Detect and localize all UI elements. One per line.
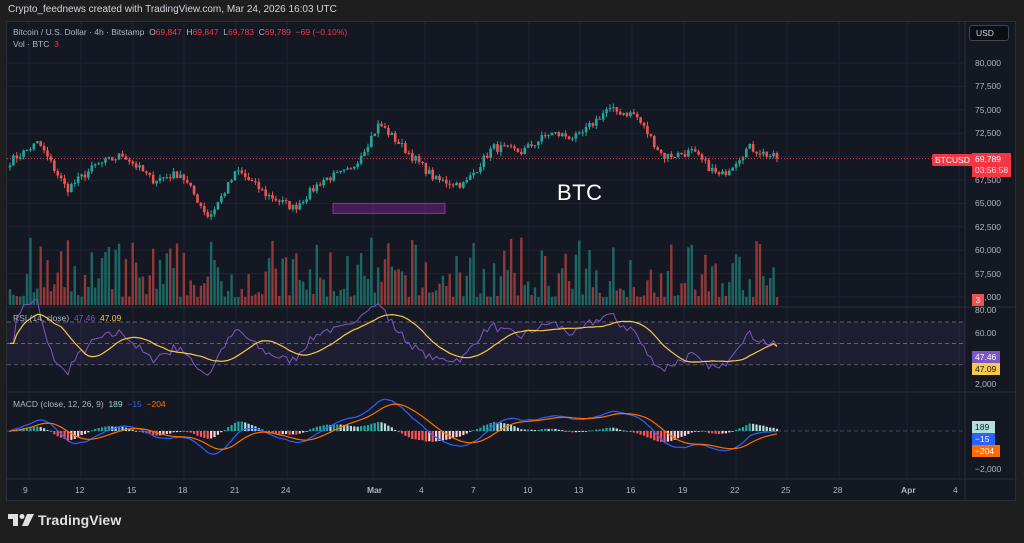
rsi-tag: 47.46: [972, 351, 1000, 363]
macd-signal-value: −204: [146, 399, 166, 409]
time-axis-tick: Mar: [367, 485, 383, 495]
time-axis-tick: 16: [626, 485, 636, 495]
time-axis-tick: 15: [127, 485, 137, 495]
price-axis-tick: 55,000: [975, 292, 1001, 302]
time-axis-tick: 24: [281, 485, 291, 495]
tradingview-wordmark: TradingView: [38, 512, 122, 528]
price-axis-tick: 62,500: [975, 221, 1001, 232]
bar-countdown: 03:56:58: [975, 165, 1009, 175]
rsi-ma-tag: 47.09: [972, 363, 1000, 375]
open-value: 69,847: [155, 27, 182, 37]
macd-signal-tag: −204: [972, 445, 1000, 457]
rsi-ma-value: 47.09: [99, 313, 122, 323]
time-axis-tick: 12: [75, 485, 85, 495]
macd-hist-value: 189: [108, 399, 123, 409]
price-axis-tick: 75,000: [975, 104, 1001, 115]
high-label: H: [186, 27, 193, 37]
price-axis-tick: 65,000: [975, 198, 1001, 209]
chart-canvas[interactable]: [7, 22, 1017, 502]
open-label: O: [149, 27, 156, 37]
low-value: 69,783: [228, 27, 255, 37]
high-value: 69,847: [192, 27, 219, 37]
macd-axis-tick: 2,000: [975, 379, 997, 389]
time-axis-tick: 4: [419, 485, 424, 495]
macd-axis-tick: −2,000: [975, 464, 1002, 474]
volume-value: 3: [54, 39, 59, 49]
btc-annotation[interactable]: BTC: [557, 180, 603, 205]
time-axis-tick: 28: [833, 485, 843, 495]
time-axis-tick: 19: [678, 485, 688, 495]
tradingview-logo-icon: [8, 514, 34, 526]
price-axis-tick: 80,000: [975, 58, 1001, 68]
rsi-axis-tick: 60.00: [975, 328, 997, 339]
time-axis-tick: 7: [471, 485, 476, 495]
macd-legend[interactable]: MACD (close, 12, 26, 9) 189 −15 −204: [13, 399, 166, 409]
rsi-title: RSI (14, close): [13, 313, 70, 323]
close-label: C: [258, 27, 265, 37]
last-price-tag: 69,789 03:56:58: [972, 153, 1012, 177]
time-axis-tick: 21: [230, 485, 240, 495]
close-value: 69,789: [264, 27, 291, 37]
time-axis-tick: 18: [178, 485, 188, 495]
symbol-tag: BTCUSD: [932, 154, 973, 166]
macd-hist-tag: 189: [972, 421, 995, 433]
time-axis-tick: 13: [574, 485, 584, 495]
low-label: L: [223, 27, 229, 37]
rsi-legend[interactable]: RSI (14, close) 47.46 47.09: [13, 313, 121, 323]
macd-line-value: −15: [127, 399, 142, 409]
chart-frame[interactable]: Bitcoin / U.S. Dollar · 4h · Bitstamp O6…: [6, 21, 1017, 502]
price-axis-tick: 77,500: [975, 81, 1001, 92]
price-axis-tick: 67,500: [975, 175, 1001, 185]
volume-legend[interactable]: Vol · BTC 3: [13, 39, 59, 49]
macd-title: MACD (close, 12, 26, 9): [13, 399, 104, 409]
price-axis-tick: 57,500: [975, 268, 1001, 279]
chart-caption: Crypto_feednews created with TradingView…: [8, 4, 337, 15]
time-axis-tick: Apr: [901, 485, 916, 495]
price-axis-tick: 72,500: [975, 128, 1001, 139]
symbol-legend[interactable]: Bitcoin / U.S. Dollar · 4h · Bitstamp O6…: [13, 27, 347, 37]
change-value: −69 (−0.10%): [295, 27, 348, 37]
time-axis-tick: 4: [953, 485, 958, 495]
tradingview-logo[interactable]: TradingView: [8, 512, 121, 528]
price-axis-tick: 60,000: [975, 245, 1001, 256]
symbol-title: Bitcoin / U.S. Dollar · 4h · Bitstamp: [13, 27, 145, 37]
time-axis-tick: 9: [23, 485, 28, 495]
macd-line-tag: −15: [972, 433, 995, 445]
last-price: 69,789: [975, 154, 1001, 164]
rsi-axis-tick: 80.00: [975, 305, 997, 315]
time-axis-tick: 10: [523, 485, 533, 495]
time-axis-tick: 22: [730, 485, 740, 495]
volume-label: Vol · BTC: [13, 39, 50, 49]
rsi-value: 47.46: [73, 313, 96, 323]
time-axis-tick: 25: [781, 485, 791, 495]
currency-button[interactable]: USD: [969, 25, 1009, 41]
volume-tag: 3: [972, 294, 984, 306]
